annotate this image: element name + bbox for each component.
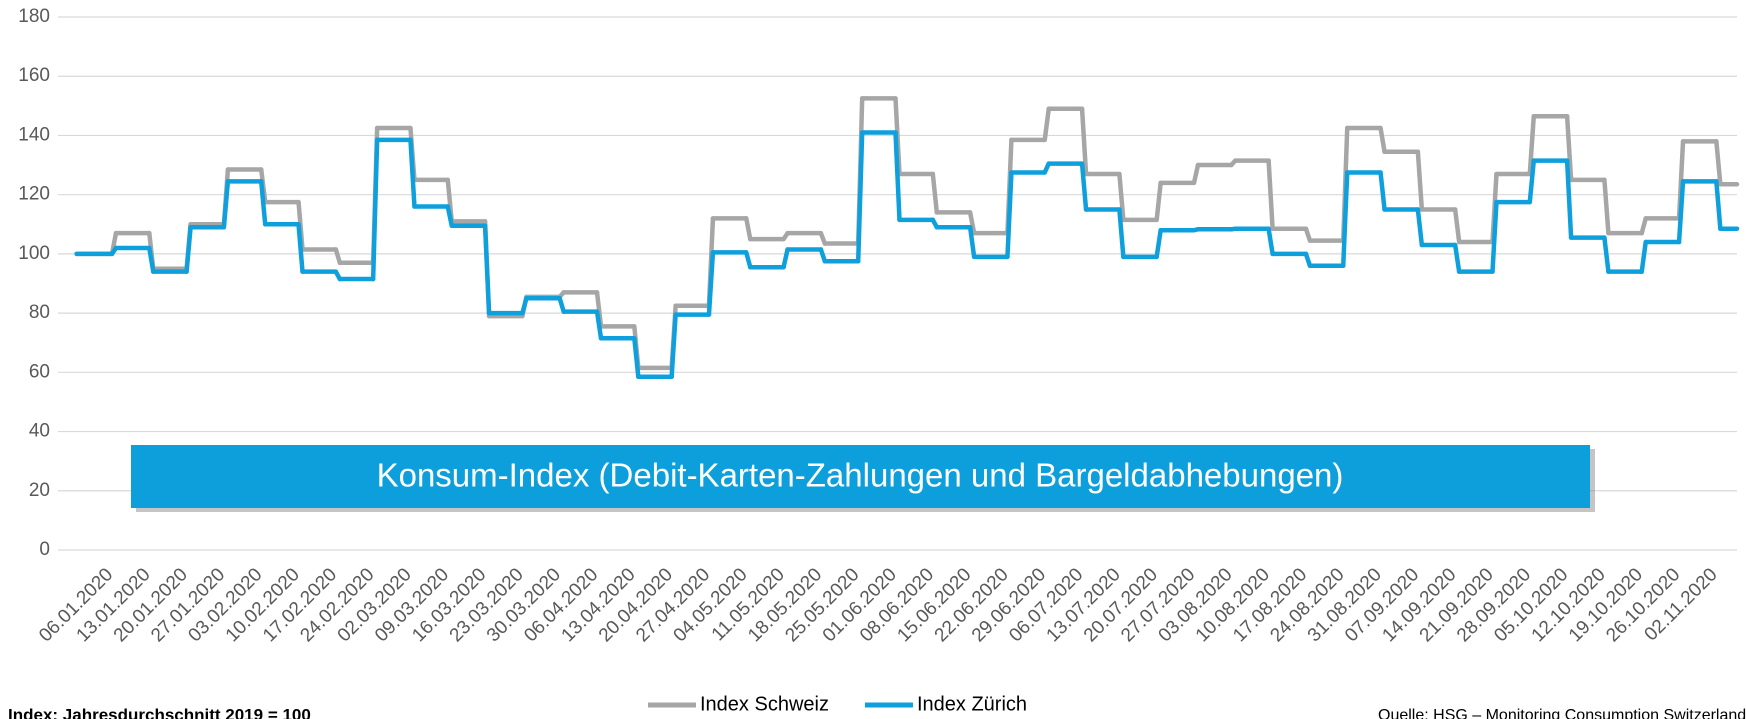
step-connector [855,130,865,264]
lines [74,96,1740,380]
step-connector [1415,149,1425,212]
step-connector [1602,177,1611,236]
y-tick-label: 20 [29,480,50,501]
legend-label: Index Schweiz [700,693,829,715]
step-connector [1527,158,1537,205]
step-connector [1191,162,1201,186]
y-tick-label: 180 [18,6,50,27]
step-connector [333,247,343,266]
step-connector [967,210,977,236]
step-connector [557,296,566,314]
step-connector [1117,207,1126,260]
step-connector [1266,226,1275,257]
y-tick-label: 120 [18,184,50,205]
note: Index: Jahresdurchschnitt 2019 = 100 [8,705,311,719]
y-tick-label: 100 [18,243,50,264]
step-connector [1079,161,1089,212]
step-connector [1527,113,1537,177]
y-tick-label: 60 [29,361,50,382]
step-connector [744,216,753,242]
step-connector [370,137,380,282]
step-connector [408,137,417,209]
step-connector [482,223,492,316]
y-tick-label: 0 [39,539,50,560]
y-tick-label: 40 [29,421,50,442]
step-connector [1714,179,1723,231]
y-tick-label: 160 [18,65,50,86]
step-connector [1378,170,1387,212]
step-connector [296,222,305,274]
y-tick-label: 80 [29,302,50,323]
chart-title: Konsum-Index (Debit-Karten-Zahlungen und… [377,457,1344,494]
series [74,96,1740,371]
step-connector [1490,199,1499,274]
step-connector [1564,113,1574,183]
step-connector [781,247,790,270]
step-connector [930,171,940,215]
step-connector [1415,207,1425,248]
step-connector [1117,171,1126,223]
step-connector [1452,242,1462,274]
step-connector [1676,179,1686,245]
step-connector [1340,170,1350,268]
legend-label: Index Zürich [917,693,1027,715]
step-connector [1154,180,1163,223]
step-connector [594,309,604,341]
step-connector [967,224,977,260]
step-connector [258,179,268,227]
step-connector [520,296,529,316]
step-connector [706,250,716,317]
step-connector [1154,227,1163,260]
step-connector [669,312,678,380]
source: Quelle: HSG – Monitoring Consumption Swi… [1378,707,1746,719]
title-box [131,445,1590,508]
step-connector [147,245,156,274]
step-connector [1005,170,1014,260]
step-connector [1639,239,1648,274]
step-connector [184,224,193,274]
step-connector [632,336,641,380]
step-connector [1378,125,1387,154]
step-connector [1266,158,1275,231]
step-connector [1042,106,1051,143]
step-connector [893,130,902,223]
step-connector [1639,216,1648,236]
step-connector [1079,106,1089,177]
step-connector [445,204,455,229]
step-connector [1602,235,1611,274]
step-connector [744,250,753,270]
step-connector [1564,158,1574,240]
step-connector [221,179,231,230]
series [74,130,1740,380]
step-connector [1452,207,1462,245]
y-tick-label: 140 [18,124,50,145]
step-connector [1714,139,1723,187]
